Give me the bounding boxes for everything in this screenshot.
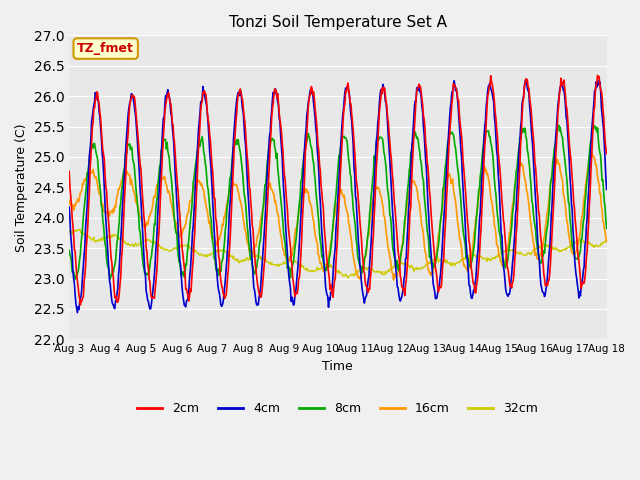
Y-axis label: Soil Temperature (C): Soil Temperature (C)	[15, 123, 28, 252]
Text: TZ_fmet: TZ_fmet	[77, 42, 134, 55]
X-axis label: Time: Time	[323, 360, 353, 373]
Title: Tonzi Soil Temperature Set A: Tonzi Soil Temperature Set A	[229, 15, 447, 30]
Legend: 2cm, 4cm, 8cm, 16cm, 32cm: 2cm, 4cm, 8cm, 16cm, 32cm	[132, 397, 543, 420]
